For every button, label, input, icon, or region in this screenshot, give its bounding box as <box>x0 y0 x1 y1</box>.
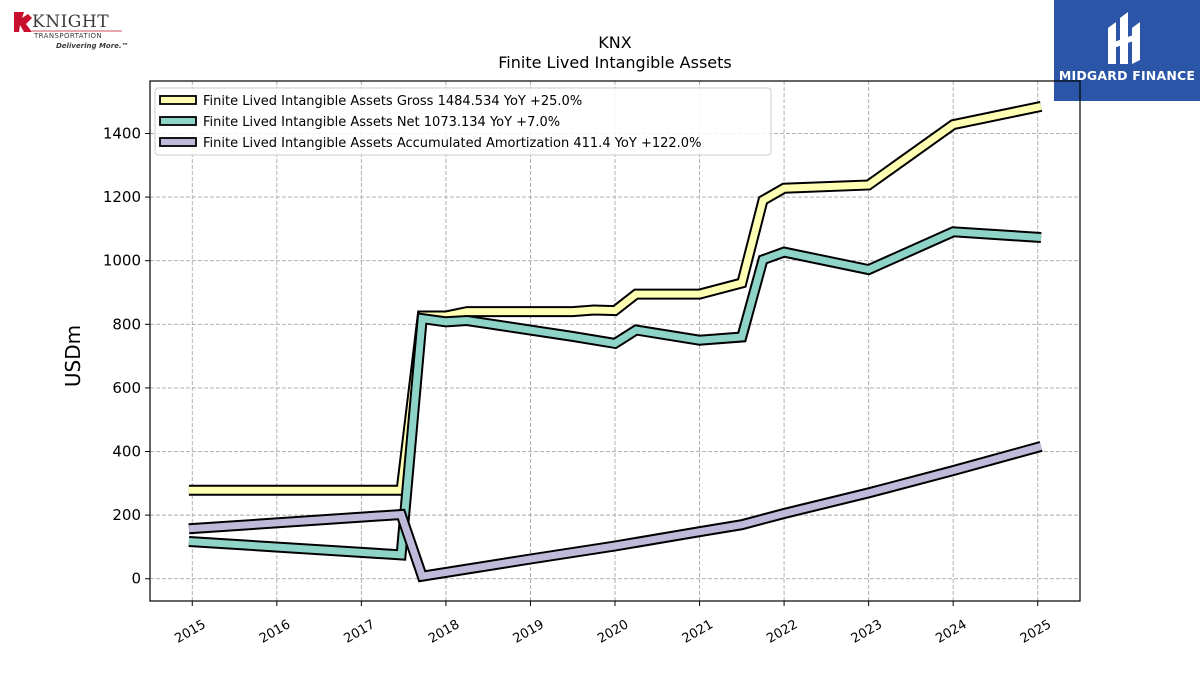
legend-item: Finite Lived Intangible Assets Net 1073.… <box>159 115 560 130</box>
legend-item: Finite Lived Intangible Assets Gross 148… <box>159 94 582 109</box>
x-tick-label: 2023 <box>849 617 885 647</box>
x-tick-label: 2022 <box>764 617 800 647</box>
chart-title: KNX <box>598 33 631 52</box>
legend-label: Finite Lived Intangible Assets Accumulat… <box>203 136 701 151</box>
y-tick-label: 1200 <box>103 188 141 206</box>
y-tick-label: 600 <box>112 379 141 397</box>
chart-subtitle: Finite Lived Intangible Assets <box>498 53 731 72</box>
series-2 <box>188 226 1042 561</box>
x-tick-label: 2018 <box>426 617 462 647</box>
knight-horse-icon <box>14 12 32 32</box>
x-tick-label: 2021 <box>680 617 716 647</box>
brand-logo: MIDGARD FINANCE <box>1054 0 1200 101</box>
legend-label: Finite Lived Intangible Assets Gross 148… <box>203 94 582 109</box>
series-lines <box>188 101 1043 583</box>
midgard-logo-icon <box>1108 12 1140 64</box>
brand-name: MIDGARD FINANCE <box>1058 68 1196 83</box>
series-line <box>188 443 1043 581</box>
y-tick-label: 400 <box>112 443 141 461</box>
x-tick-label: 2024 <box>933 617 969 647</box>
y-axis-ticks: 0 200 400 600 800 1000 1200 1400 <box>103 124 150 588</box>
company-logo-name: KNIGHT <box>32 12 109 32</box>
legend-frame <box>154 87 772 156</box>
company-logo: KNIGHT TRANSPORTATION Delivering More.™ <box>14 12 129 50</box>
x-tick-label: 2025 <box>1018 617 1054 647</box>
x-tick-label: 2016 <box>257 617 293 647</box>
y-tick-label: 1000 <box>103 252 141 270</box>
y-tick-label: 200 <box>112 506 141 524</box>
y-tick-label: 1400 <box>103 124 141 142</box>
series-3 <box>188 441 1043 583</box>
legend-swatch <box>159 137 197 147</box>
legend-swatch <box>159 116 197 126</box>
legend-label: Finite Lived Intangible Assets Net 1073.… <box>203 115 560 130</box>
company-logo-tagline: Delivering More.™ <box>56 42 129 50</box>
x-tick-label: 2017 <box>342 617 378 647</box>
x-tick-label: 2019 <box>511 617 547 647</box>
x-tick-label: 2020 <box>595 617 631 647</box>
legend-swatch <box>159 95 197 105</box>
legend: Finite Lived Intangible Assets Gross 148… <box>154 87 772 156</box>
y-tick-label: 0 <box>131 570 141 588</box>
x-axis-ticks: 2015 2016 2017 2018 2019 2020 2021 2022 2023 2024… <box>172 601 1054 647</box>
legend-item: Finite Lived Intangible Assets Accumulat… <box>159 136 701 151</box>
company-logo-subline: TRANSPORTATION <box>33 32 102 40</box>
y-axis-label: USDm <box>61 325 85 387</box>
x-tick-label: 2015 <box>172 617 208 647</box>
y-tick-label: 800 <box>112 315 141 333</box>
series-line <box>188 228 1042 559</box>
